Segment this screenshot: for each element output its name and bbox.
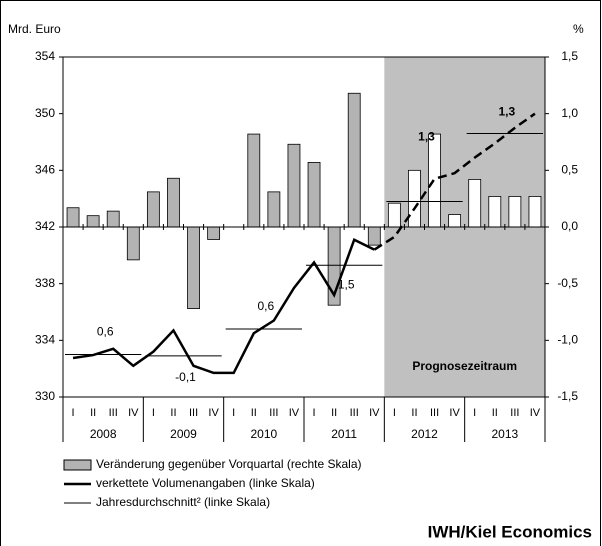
bar [468, 178, 482, 228]
y2-tick-label: -1,0 [557, 333, 578, 347]
y2-tick-label: -1,5 [557, 389, 578, 403]
x-tick-label: IV [208, 407, 219, 419]
x-tick-label: III [269, 407, 278, 419]
x-tick-label: I [152, 407, 155, 419]
y-axis-label: Mrd. Euro [8, 22, 61, 36]
bar [387, 202, 401, 228]
annual-growth-label: 1,3 [498, 105, 515, 119]
annual-growth-label: 0,6 [97, 325, 114, 339]
annual-growth-label: 1,5 [338, 277, 355, 291]
y-tick-label: 350 [35, 106, 55, 120]
y2-axis-label: % [573, 22, 584, 36]
legend-label: Veränderung gegenüber Vorquartal (rechte… [96, 457, 362, 471]
x-tick-label: I [232, 407, 235, 419]
x-tick-label: I [473, 407, 476, 419]
x-tick-label: III [189, 407, 198, 419]
bar [187, 226, 200, 309]
x-tick-label: I [313, 407, 316, 419]
annual-growth-label: -0,1 [175, 370, 196, 384]
y2-tick-label: 0,0 [561, 219, 578, 233]
x-tick-label: III [430, 407, 439, 419]
bar [126, 226, 140, 261]
x-tick-label: I [393, 407, 396, 419]
bar [528, 195, 542, 228]
y-tick-label: 338 [35, 276, 55, 290]
bar [167, 177, 180, 228]
source: IWH/Kiel Economics [428, 522, 592, 541]
y2-tick-label: 1,0 [561, 106, 578, 120]
bar [488, 195, 502, 228]
bar [287, 143, 301, 228]
x-tick-label: III [109, 407, 118, 419]
x-tick-label: III [350, 407, 359, 419]
x-tick-label: II [492, 407, 498, 419]
year-label: 2010 [250, 427, 277, 441]
bar [146, 191, 160, 228]
x-tick-label: IV [289, 407, 300, 419]
annual-growth-label: 0,6 [257, 299, 274, 313]
legend-label: verkettete Volumenangaben (linke Skala) [96, 476, 315, 490]
y-tick-label: 334 [35, 333, 55, 347]
y-tick-label: 346 [35, 163, 55, 177]
y-tick-label: 342 [35, 219, 55, 233]
bar [408, 169, 421, 228]
bar [86, 215, 100, 228]
bar [66, 207, 80, 228]
y-tick-label: 354 [35, 49, 55, 63]
bar [267, 191, 281, 228]
bar [367, 226, 381, 246]
year-label: 2012 [411, 427, 438, 441]
bar [247, 133, 261, 228]
y2-tick-label: 1,5 [561, 49, 578, 63]
x-tick-label: II [170, 407, 176, 419]
y2-tick-label: -0,5 [557, 276, 578, 290]
year-label: 2011 [331, 427, 357, 441]
bar [428, 133, 441, 228]
year-label: 2013 [491, 427, 518, 441]
year-label: 2008 [90, 427, 117, 441]
x-tick-label: IV [449, 407, 460, 419]
x-tick-label: II [411, 407, 417, 419]
annual-growth-label: 1,3 [418, 130, 435, 144]
y2-tick-label: 0,5 [561, 163, 578, 177]
x-tick-label: IV [128, 407, 139, 419]
bar [347, 92, 361, 228]
y-tick-label: 330 [35, 389, 55, 403]
bar [448, 214, 462, 228]
x-tick-label: II [90, 407, 96, 419]
year-label: 2009 [170, 427, 197, 441]
legend-swatch [63, 459, 92, 471]
forecast-label: Prognosezeitraum [412, 359, 517, 373]
bar [307, 161, 321, 228]
x-tick-label: IV [369, 407, 380, 419]
x-tick-label: II [331, 407, 337, 419]
x-tick-label: II [251, 407, 257, 419]
x-tick-label: III [510, 407, 519, 419]
x-tick-label: IV [530, 407, 541, 419]
bar [508, 195, 522, 228]
legend-label: Jahresdurchschnitt² (linke Skala) [96, 495, 270, 509]
bar [207, 226, 221, 240]
x-tick-label: I [72, 407, 75, 419]
bar [106, 210, 120, 228]
line [72, 238, 375, 375]
